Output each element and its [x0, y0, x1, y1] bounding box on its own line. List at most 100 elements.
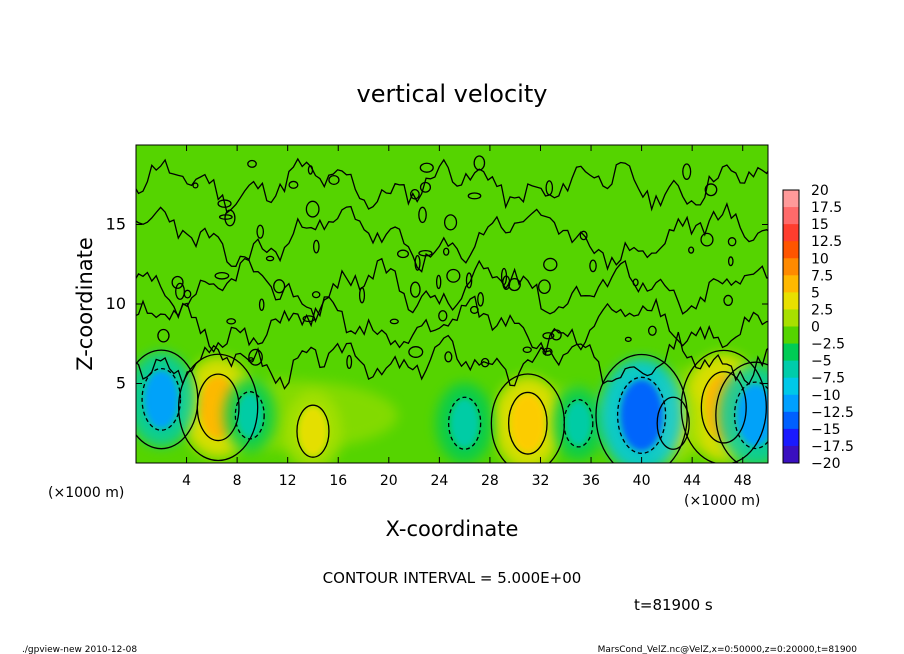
contour-loop-outer	[715, 361, 768, 463]
colorbar-label: −17.5	[811, 439, 854, 455]
colorbar-label: −7.5	[811, 371, 845, 387]
colorbar-swatch	[783, 224, 799, 242]
colorbar-label: −10	[811, 388, 841, 404]
contour-cell	[723, 294, 734, 307]
contour-cell	[175, 282, 186, 300]
contour-cell	[624, 336, 632, 343]
contour-cell	[247, 357, 255, 363]
x-unit-right: (×1000 m)	[684, 493, 760, 509]
contour-cell	[589, 259, 597, 273]
contour-line	[136, 201, 768, 273]
contour-cell	[550, 329, 562, 341]
colorbar-label: −20	[811, 456, 841, 472]
contour-cell	[408, 346, 424, 358]
contour-cell	[438, 310, 448, 322]
contour-cell	[469, 305, 479, 314]
contour-cell	[157, 328, 170, 343]
contour-cell	[171, 275, 184, 289]
colorbar-swatch	[783, 377, 799, 396]
field-updraft-core	[510, 394, 545, 453]
contour-cell	[418, 249, 433, 257]
contour-cell	[409, 189, 420, 200]
contour-loop-outer	[680, 349, 767, 463]
contour-loop-outer	[490, 373, 565, 463]
contour-cell	[508, 277, 521, 292]
colorbar-label: 7.5	[811, 268, 833, 284]
contour-cell	[302, 315, 316, 323]
field-downdraft-core	[737, 384, 768, 447]
colorbar-label: 2.5	[811, 302, 833, 318]
field-downdraft-core	[565, 400, 592, 446]
colorbar-label: 12.5	[811, 234, 842, 250]
contour-cell	[545, 180, 554, 196]
contour-loop	[507, 391, 548, 455]
contour-cell	[465, 272, 473, 289]
contour-cell	[305, 200, 320, 218]
contour-cell	[389, 318, 399, 325]
colorbar-swatch	[783, 258, 799, 276]
contour-cell	[409, 281, 421, 298]
y-tick-label: 10	[106, 294, 126, 313]
contour-cell	[442, 247, 450, 256]
contour-cell	[632, 278, 639, 287]
colorbar-label: 20	[811, 183, 829, 199]
x-tick-label: 44	[683, 473, 701, 489]
contour-cell	[313, 239, 320, 254]
colorbar-label: −12.5	[811, 405, 854, 421]
contour-cell	[273, 279, 286, 294]
x-axis: 4 8 12 16 20 24 28 32 36 40 44 48	[182, 145, 752, 489]
field-downdraft-core	[144, 370, 179, 429]
contour-cell	[700, 232, 714, 247]
contour-cell	[727, 256, 734, 267]
contour-line	[136, 295, 768, 357]
contour-cell	[288, 180, 299, 189]
contour-cell	[727, 237, 737, 247]
contour-loop-outer	[595, 353, 688, 463]
x-tick-label: 28	[481, 473, 499, 489]
contour-cell	[444, 351, 453, 363]
y-axis-label: Z-coordinate	[73, 237, 97, 371]
contour-cell	[214, 271, 230, 280]
contour-cell	[647, 325, 657, 336]
contour-loop	[656, 396, 690, 450]
contour-loop	[141, 367, 182, 431]
colorbar-label: 0	[811, 320, 820, 336]
contour-cell	[480, 357, 490, 368]
contour-cell	[543, 257, 558, 272]
contour-cell	[542, 347, 553, 356]
contour-cell	[443, 214, 458, 231]
contour-cell	[542, 332, 555, 340]
colorbar-swatch	[783, 360, 799, 379]
time-label: t=81900 s	[634, 596, 713, 614]
colorbar-swatch	[783, 241, 799, 259]
plot-area	[136, 145, 768, 463]
x-tick-label: 20	[380, 473, 398, 489]
x-tick-label: 32	[532, 473, 550, 489]
x-tick-label: 40	[633, 473, 651, 489]
x-tick-label: 16	[329, 473, 347, 489]
y-tick-label: 5	[116, 374, 126, 393]
colorbar-label: 10	[811, 251, 829, 267]
contour-cell	[682, 163, 692, 180]
x-unit-left: (×1000 m)	[48, 485, 124, 501]
colorbar-swatch	[783, 309, 799, 327]
contour-cell	[358, 287, 366, 304]
colorbar-swatch	[783, 343, 799, 362]
contour-cell	[477, 292, 484, 307]
footer-left: ./gpview-new 2010-12-08	[22, 645, 137, 654]
colorbar-label: 15	[811, 217, 829, 233]
contour-cell	[192, 182, 199, 189]
contour-cell	[396, 249, 410, 259]
field-downdraft-core	[620, 380, 663, 451]
contour-cell	[418, 206, 427, 224]
colorbar-swatch	[783, 292, 799, 310]
contour-cell	[467, 192, 482, 200]
contour-cell	[704, 183, 718, 197]
colorbar-label: 5	[811, 285, 820, 301]
contour-cell	[248, 348, 263, 366]
x-axis-label: X-coordinate	[386, 517, 519, 541]
contour-cell	[217, 199, 232, 208]
contour-loop	[733, 381, 768, 450]
contour-loop	[296, 404, 330, 458]
contour-cell	[473, 155, 486, 171]
